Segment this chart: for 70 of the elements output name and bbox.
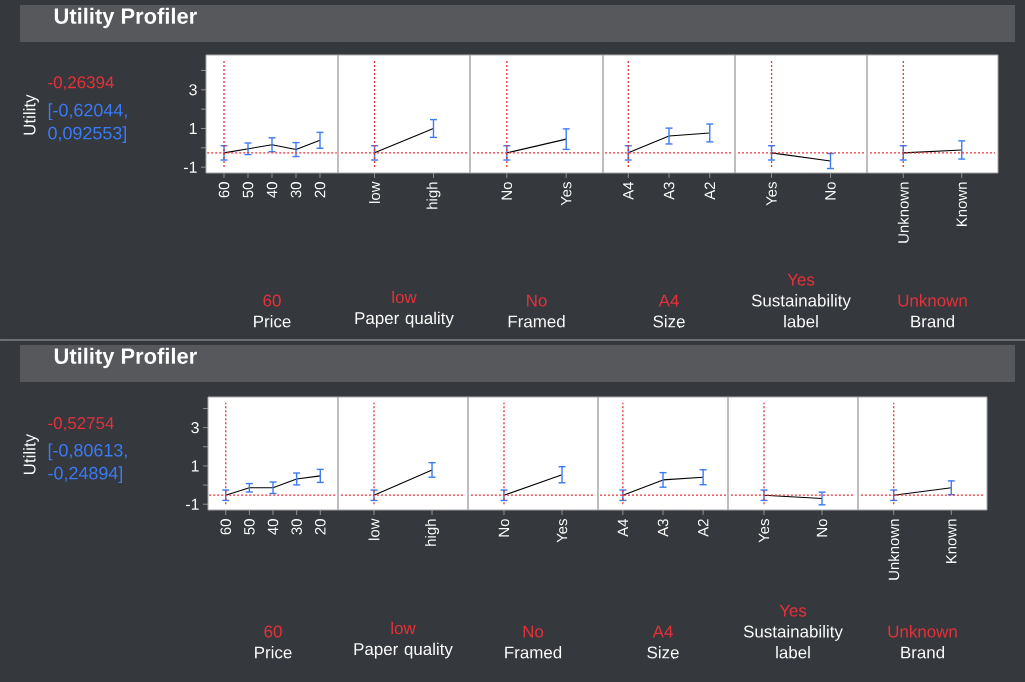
text: [-0,80613, -0,24894] bbox=[48, 443, 127, 484]
ref-line-label: Yes bbox=[787, 273, 815, 286]
ref-line-label: A4 bbox=[658, 294, 679, 307]
x-tick-label: No bbox=[501, 182, 513, 200]
ref-line-label: No bbox=[527, 294, 547, 307]
x-tick-label: 20 bbox=[314, 182, 326, 198]
chart-title: Utility Profiler bbox=[54, 347, 197, 369]
x-tick-label: A2 bbox=[704, 182, 715, 200]
x-tick-label: Unknown bbox=[888, 519, 900, 580]
x-tick-label: Yes bbox=[766, 182, 777, 206]
ref-line-label: Unknown bbox=[888, 625, 957, 638]
x-tick-label: Unknown bbox=[897, 182, 909, 243]
ref-line-label: A4 bbox=[652, 625, 673, 638]
x-tick-label: Yes bbox=[758, 519, 770, 543]
x-tick-label: Yes bbox=[556, 519, 568, 543]
x-tick-label: 30 bbox=[290, 182, 302, 198]
ref-line-label: -0,52754 bbox=[48, 417, 114, 432]
y-tick-label: 1 bbox=[189, 123, 197, 134]
x-axis-title: Price bbox=[255, 646, 292, 659]
x-tick-label: A3 bbox=[657, 519, 669, 537]
x-tick-label: 30 bbox=[291, 519, 302, 535]
chart-title: Utility Profiler bbox=[54, 7, 197, 29]
x-axis-title: Paper quality bbox=[354, 642, 453, 659]
x-tick-label: low bbox=[369, 181, 381, 203]
x-tick-label: 40 bbox=[266, 182, 278, 198]
x-tick-label: high bbox=[426, 182, 441, 209]
ref-line-label: Yes bbox=[779, 604, 807, 617]
y-tick-label: 1 bbox=[191, 460, 199, 472]
x-tick-label: Known bbox=[946, 519, 957, 563]
x-tick-label: Yes bbox=[560, 182, 572, 206]
x-tick-label: 60 bbox=[220, 519, 232, 535]
x-tick-label: A3 bbox=[663, 182, 675, 200]
x-axis-title: Framed bbox=[508, 315, 565, 328]
x-tick-label: A4 bbox=[623, 181, 634, 200]
x-axis-title: Brand bbox=[911, 315, 955, 328]
x-axis-title: Brand bbox=[901, 646, 945, 659]
x-tick-label: No bbox=[825, 182, 836, 200]
y-tick-label: -1 bbox=[184, 161, 197, 173]
text: [-0,62044, 0,092553] bbox=[48, 103, 127, 143]
x-tick-label: Known bbox=[956, 182, 967, 226]
x-axis-title: Size bbox=[647, 646, 679, 659]
x-tick-label: No bbox=[816, 519, 828, 537]
ref-line-label: -0,26394 bbox=[48, 76, 114, 91]
x-tick-label: 60 bbox=[218, 182, 230, 198]
y-axis-title: Utility bbox=[23, 433, 39, 474]
ref-line-label: Unknown bbox=[898, 294, 967, 307]
x-axis-title: Size bbox=[653, 315, 685, 328]
x-tick-label: A4 bbox=[617, 518, 629, 537]
ref-line-label: 60 bbox=[263, 294, 281, 307]
x-tick-label: 20 bbox=[314, 519, 326, 535]
x-tick-label: A2 bbox=[697, 519, 709, 537]
ref-line-label: 60 bbox=[264, 625, 282, 638]
x-tick-label: 50 bbox=[244, 519, 255, 535]
x-axis-title: Sustainability label bbox=[751, 294, 851, 328]
x-tick-label: 40 bbox=[267, 519, 279, 535]
x-tick-label: high bbox=[425, 519, 439, 546]
ref-line-label: low bbox=[392, 290, 417, 304]
ref-line-label: low bbox=[391, 621, 416, 635]
y-tick-label: 3 bbox=[191, 422, 199, 434]
x-axis-title: Paper quality bbox=[355, 311, 454, 328]
y-tick-label: -1 bbox=[186, 498, 199, 510]
ref-line-label: No bbox=[523, 625, 544, 638]
x-tick-label: No bbox=[498, 519, 510, 537]
x-axis-title: Framed bbox=[505, 646, 562, 659]
y-axis-title: Utility bbox=[23, 94, 39, 135]
x-tick-label: 50 bbox=[242, 182, 254, 198]
x-axis-title: Price bbox=[254, 315, 291, 328]
x-tick-label: low bbox=[368, 518, 380, 540]
y-tick-label: 3 bbox=[189, 84, 197, 96]
x-axis-title: Sustainability label bbox=[743, 625, 843, 659]
